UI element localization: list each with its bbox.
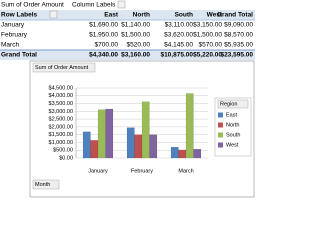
- x-tick-label: January: [88, 168, 108, 174]
- row-labels[interactable]: Row Labels: [1, 12, 38, 19]
- legend-label: North: [226, 122, 239, 128]
- legend-swatch: [218, 142, 223, 148]
- row-label: February: [1, 32, 28, 39]
- legend-swatch: [218, 112, 223, 118]
- row-label: March: [1, 42, 19, 49]
- cell: $10,875.00: [160, 52, 193, 59]
- cell: $3,160.00: [121, 52, 150, 59]
- field-button[interactable]: [32, 179, 60, 190]
- legend-label: South: [226, 132, 240, 138]
- bar: [134, 134, 143, 159]
- cell: $4,340.00: [89, 52, 118, 59]
- legend-label: West: [226, 142, 239, 148]
- screen: Sum of Order Amount Column Labels Row La…: [0, 0, 255, 198]
- column-header: East: [104, 12, 119, 19]
- legend-swatch: [218, 132, 223, 138]
- y-tick-label: $2,000.00: [49, 124, 73, 130]
- cell: $520.00: [127, 42, 151, 49]
- cell: $570.00: [199, 42, 223, 49]
- page: Sum of Order Amount Column Labels Row La…: [0, 0, 255, 198]
- legend-label: East: [226, 112, 237, 118]
- cell: $1,950.00: [89, 32, 118, 39]
- column-header: Grand Total: [217, 12, 253, 19]
- y-tick-label: $4,000.00: [49, 93, 73, 99]
- x-tick-label: February: [131, 168, 153, 174]
- y-tick-label: $4,500.00: [49, 85, 73, 91]
- row-label: Grand Total: [1, 52, 37, 59]
- y-tick-label: $500.00: [53, 148, 73, 154]
- y-tick-label: $3,000.00: [49, 109, 73, 115]
- cell: $4,145.00: [164, 42, 193, 49]
- cell: $5,935.00: [224, 42, 253, 49]
- corner-label: Sum of Order Amount: [1, 2, 64, 9]
- bar: [178, 149, 187, 159]
- chart-title[interactable]: Sum of Order Amount: [35, 65, 89, 71]
- cell: $1,500.00: [121, 32, 150, 39]
- bar: [149, 134, 158, 159]
- bar: [82, 131, 91, 159]
- bar: [126, 127, 135, 159]
- bar: [170, 146, 179, 159]
- cell: $23,595.00: [220, 52, 253, 59]
- field-button[interactable]: [217, 99, 249, 109]
- bar: [193, 148, 202, 159]
- cell: $3,110.00: [165, 22, 194, 29]
- cell: $1,500.00: [193, 32, 222, 39]
- cell: $3,620.00: [164, 32, 193, 39]
- x-field[interactable]: Month: [35, 182, 50, 188]
- column-labels[interactable]: Column Labels: [72, 2, 116, 9]
- cell: $5,220.00: [193, 52, 222, 59]
- total-row: [0, 50, 255, 60]
- cell: $8,570.00: [224, 32, 253, 39]
- field-button[interactable]: [32, 62, 96, 73]
- cell: $9,090.00: [224, 22, 253, 29]
- bar: [141, 101, 150, 159]
- legend-title[interactable]: Region: [220, 101, 237, 107]
- legend-swatch: [218, 122, 223, 128]
- cell: $1,140.00: [121, 22, 150, 29]
- dropdown[interactable]: [117, 0, 126, 9]
- y-tick-label: $1,000.00: [49, 140, 73, 146]
- bar: [185, 93, 194, 159]
- bar: [105, 108, 114, 159]
- header-row: [0, 10, 255, 20]
- y-tick-label: $0.00: [59, 155, 73, 161]
- column-header: West: [207, 12, 223, 19]
- cell: $3,150.00: [193, 22, 222, 29]
- bar: [97, 109, 106, 159]
- column-header: South: [175, 12, 193, 19]
- row-label: January: [1, 22, 25, 29]
- column-header: North: [133, 12, 150, 19]
- cell: $1,690.00: [89, 22, 118, 29]
- cell: $700.00: [95, 42, 119, 49]
- dropdown[interactable]: [49, 10, 58, 19]
- bar: [90, 140, 99, 159]
- y-tick-label: $3,500.00: [49, 101, 73, 107]
- y-tick-label: $2,500.00: [49, 117, 73, 123]
- x-tick-label: March: [178, 168, 193, 174]
- y-tick-label: $1,500.00: [49, 132, 73, 138]
